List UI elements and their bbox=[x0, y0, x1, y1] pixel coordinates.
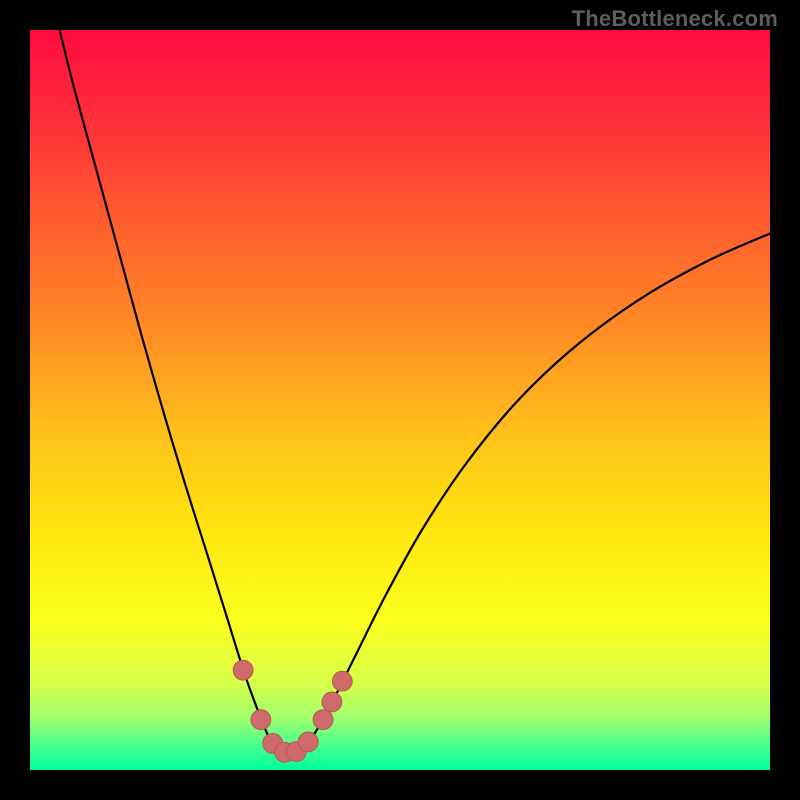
chart-svg bbox=[0, 0, 800, 800]
marker-dot bbox=[251, 710, 271, 730]
marker-dot bbox=[298, 732, 318, 752]
plot-background-gradient bbox=[30, 30, 770, 770]
marker-dot bbox=[322, 692, 342, 712]
marker-dot bbox=[233, 660, 253, 680]
chart-root: TheBottleneck.com bbox=[0, 0, 800, 800]
watermark-text: TheBottleneck.com bbox=[572, 6, 778, 32]
marker-dot bbox=[313, 710, 333, 730]
marker-dot bbox=[332, 671, 352, 691]
